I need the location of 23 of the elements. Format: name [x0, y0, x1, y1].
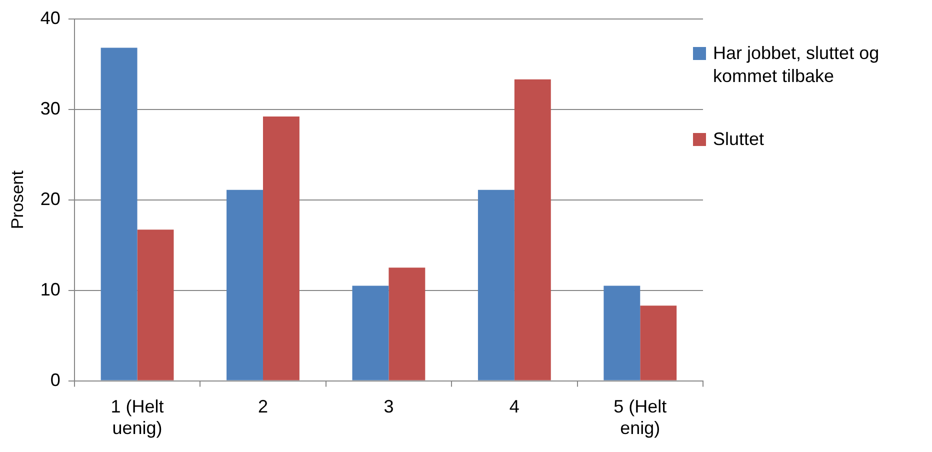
legend-label: Har jobbet, sluttet og kommet tilbake — [713, 42, 880, 88]
bar — [262, 116, 300, 380]
y-tick-label: 10 — [40, 279, 60, 300]
bar — [478, 190, 514, 380]
x-tick-label: 2 — [258, 396, 268, 417]
bar — [352, 286, 389, 380]
x-tick-label: 5 (Helt enig) — [614, 396, 667, 438]
bar — [514, 79, 551, 380]
x-tick-label: 3 — [384, 396, 394, 417]
bar — [100, 48, 138, 380]
y-tick-label: 0 — [50, 370, 60, 390]
bar — [226, 190, 263, 380]
bar — [640, 306, 677, 380]
bar — [388, 268, 426, 380]
y-axis-title: Prosent — [8, 170, 27, 230]
legend-label: Sluttet — [713, 128, 764, 151]
x-tick-label: 1 (Helt uenig) — [110, 396, 164, 438]
x-tick-label: 4 — [509, 396, 520, 417]
y-tick-label: 20 — [40, 188, 60, 209]
bar — [604, 286, 640, 380]
y-tick-label: 40 — [40, 8, 60, 28]
y-tick-label: 30 — [40, 98, 60, 118]
bar — [137, 230, 174, 380]
